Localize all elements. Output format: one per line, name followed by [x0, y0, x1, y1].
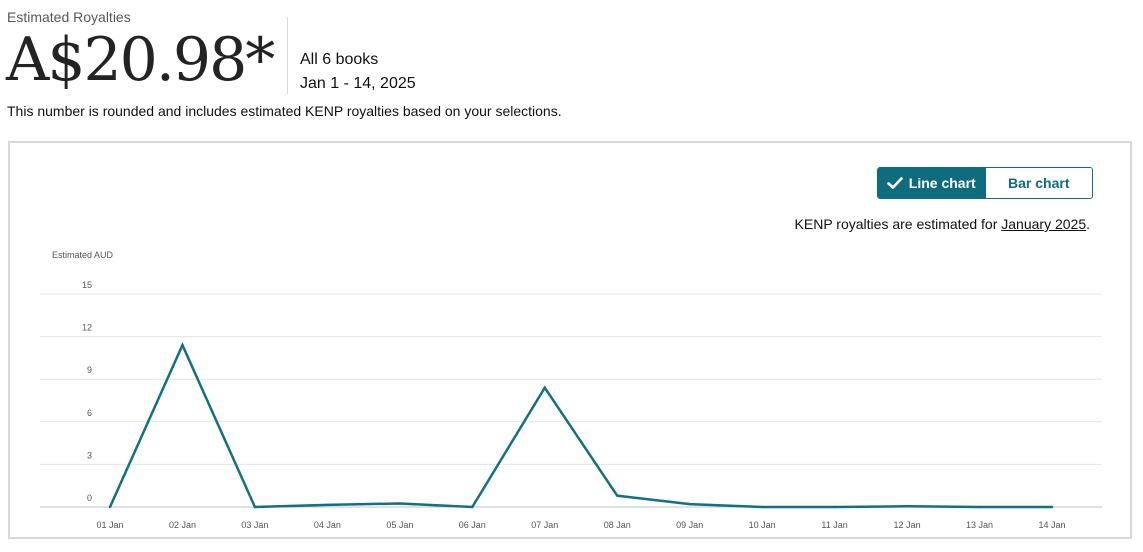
data-point — [688, 502, 691, 506]
kenp-estimate-note: KENP royalties are estimated for January… — [795, 216, 1090, 232]
y-tick-label: 12 — [82, 323, 92, 333]
x-tick-label: 04 Jan — [314, 520, 341, 530]
x-tick-label: 12 Jan — [894, 520, 921, 530]
data-point — [398, 502, 402, 505]
x-tick-label: 01 Jan — [96, 520, 123, 530]
estimated-royalties-label: Estimated Royalties — [7, 9, 131, 25]
checkmark-icon — [886, 177, 903, 189]
line-chart-label: Line chart — [908, 175, 976, 191]
x-tick-label: 08 Jan — [604, 520, 631, 530]
data-point — [326, 503, 329, 507]
data-point — [760, 505, 764, 509]
royalties-line-chart: Estimated AUD 0 3 6 9 12 15 01 Jan 02 Jan 03 Jan 0… — [40, 250, 1102, 530]
chart-panel: Line chart Bar chart KENP royalties are … — [8, 141, 1132, 539]
header-divider — [287, 17, 288, 94]
data-point — [181, 343, 184, 347]
bar-chart-label: Bar chart — [1008, 175, 1070, 191]
kenp-month-link[interactable]: January 2025 — [1001, 216, 1087, 232]
chart-type-toggle: Line chart Bar chart — [877, 167, 1093, 199]
data-point — [616, 494, 619, 497]
y-tick-label: 0 — [87, 493, 92, 503]
data-point — [543, 386, 546, 389]
rounding-note: This number is rounded and includes esti… — [7, 103, 562, 119]
x-tick-label: 14 Jan — [1038, 520, 1065, 530]
line-chart-button[interactable]: Line chart — [878, 168, 985, 198]
x-tick-label: 02 Jan — [169, 520, 196, 530]
x-tick-label: 13 Jan — [966, 520, 993, 530]
x-tick-label: 07 Jan — [531, 520, 558, 530]
series-line — [108, 342, 1052, 509]
y-tick-label: 9 — [87, 365, 92, 375]
date-range: Jan 1 - 14, 2025 — [300, 75, 416, 92]
x-tick-label: 03 Jan — [241, 520, 268, 530]
x-tick-label: 11 Jan — [821, 520, 847, 530]
data-point — [833, 505, 836, 509]
data-point — [905, 505, 909, 508]
data-point — [253, 505, 257, 509]
data-point — [1050, 505, 1054, 509]
y-tick-label: 15 — [82, 280, 92, 290]
y-tick-label: 6 — [87, 408, 92, 418]
y-tick-label: 3 — [87, 450, 92, 460]
data-point — [978, 505, 981, 509]
x-tick-label: 09 Jan — [676, 520, 703, 530]
data-point — [471, 505, 474, 509]
kenp-note-text: KENP royalties are estimated for — [794, 216, 1002, 232]
y-axis-title: Estimated AUD — [52, 250, 114, 260]
x-tick-label: 10 Jan — [749, 520, 776, 530]
books-scope: All 6 books — [300, 51, 379, 68]
royalties-amount: A$20.98* — [6, 25, 275, 95]
data-point — [108, 505, 112, 509]
x-tick-label: 05 Jan — [386, 520, 413, 530]
kenp-note-suffix: . — [1086, 216, 1090, 232]
x-tick-label: 06 Jan — [459, 520, 486, 530]
bar-chart-button[interactable]: Bar chart — [984, 168, 1092, 198]
